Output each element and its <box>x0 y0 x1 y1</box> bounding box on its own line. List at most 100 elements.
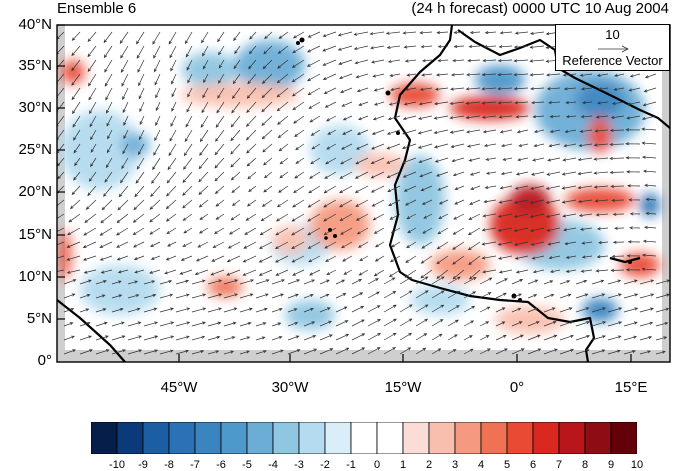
wind-arrow <box>383 347 397 355</box>
wind-arrow <box>543 334 558 341</box>
wind-arrow <box>437 185 449 191</box>
wind-arrow <box>287 279 301 285</box>
wind-arrow <box>575 321 590 327</box>
wind-arrow <box>642 101 657 107</box>
wind-arrow <box>325 157 337 165</box>
wind-arrow <box>119 31 129 44</box>
wind-arrow <box>596 255 609 259</box>
wind-arrow <box>73 129 81 141</box>
wind-arrow <box>341 241 353 249</box>
anomaly-positive <box>510 185 550 215</box>
colorbar-label: -7 <box>190 459 200 471</box>
wind-arrow <box>565 269 577 273</box>
wind-arrow <box>195 255 209 262</box>
wind-arrow <box>470 185 481 190</box>
wind-arrow <box>292 31 305 39</box>
wind-arrow <box>291 241 305 249</box>
wind-arrow <box>271 293 284 299</box>
wind-arrow <box>530 241 545 246</box>
wind-arrow <box>407 227 417 234</box>
wind-arrow <box>596 227 609 231</box>
wind-arrow <box>116 241 129 248</box>
wind-arrow <box>139 115 145 126</box>
wind-arrow <box>143 335 159 341</box>
wind-arrow <box>143 293 157 299</box>
wind-arrow <box>559 280 571 285</box>
wind-arrow <box>530 31 545 35</box>
colorbar-label: -8 <box>164 459 174 471</box>
wind-arrow <box>279 171 289 179</box>
map-title-right: (24 h forecast) 0000 UTC 10 Aug 2004 <box>411 0 669 17</box>
wind-arrow <box>454 199 465 205</box>
wind-arrow <box>417 143 433 149</box>
wind-arrow <box>434 87 449 91</box>
wind-arrow <box>263 157 273 166</box>
wind-arrow <box>99 255 113 261</box>
wind-arrow <box>514 199 529 204</box>
wind-arrow <box>415 290 429 299</box>
wind-arrow <box>182 241 193 247</box>
wind-arrow <box>95 349 110 355</box>
wind-arrow <box>452 269 465 280</box>
anomaly-positive <box>180 83 300 107</box>
wind-arrow <box>95 280 107 285</box>
wind-arrow <box>261 115 273 126</box>
wind-arrow <box>165 199 177 210</box>
wind-arrow <box>88 87 97 101</box>
wind-arrow <box>497 227 513 232</box>
wind-arrow <box>230 143 241 155</box>
wind-arrow <box>642 239 657 243</box>
wind-arrow <box>149 227 161 235</box>
wind-arrow <box>367 278 379 285</box>
wind-arrow <box>325 255 337 262</box>
wind-arrow <box>261 129 273 140</box>
wind-arrow <box>479 348 491 355</box>
wind-arrow <box>167 157 177 171</box>
wind-arrow <box>166 171 177 184</box>
wind-arrow <box>469 30 481 35</box>
wind-arrow <box>527 307 539 313</box>
wind-arrow <box>482 269 497 274</box>
wind-arrow <box>402 129 417 135</box>
wind-arrow <box>194 269 209 276</box>
wind-arrow <box>292 101 305 111</box>
wind-arrow <box>465 115 481 120</box>
colorbar-label: 0 <box>373 459 381 471</box>
wind-arrow <box>481 73 497 77</box>
wind-arrow <box>628 87 641 92</box>
wind-arrow <box>294 129 305 137</box>
wind-arrow <box>211 255 225 262</box>
wind-arrow <box>323 227 337 236</box>
wind-arrow <box>421 73 433 77</box>
colorbar-label: 4 <box>477 459 485 471</box>
wind-arrow <box>559 293 572 299</box>
wind-arrow <box>610 268 625 272</box>
wind-arrow <box>447 349 457 355</box>
wind-arrow <box>191 293 207 299</box>
x-tick-label: 45°W <box>160 379 198 396</box>
wind-arrow <box>248 185 257 193</box>
wind-arrow <box>351 333 366 341</box>
wind-arrow <box>580 269 593 273</box>
wind-arrow <box>88 73 97 87</box>
wind-arrow <box>641 253 657 257</box>
wind-arrow <box>87 45 97 58</box>
wind-arrow <box>84 213 97 223</box>
wind-arrow <box>230 213 241 221</box>
wind-arrow <box>418 101 433 106</box>
wind-arrow <box>391 241 401 248</box>
wind-arrow <box>465 101 481 105</box>
wind-arrow <box>421 241 433 249</box>
wind-arrow <box>623 350 636 355</box>
colorbar-swatch <box>506 422 534 454</box>
wind-arrow <box>255 293 269 299</box>
wind-arrow <box>423 213 433 219</box>
wind-arrow <box>499 185 513 190</box>
wind-arrow <box>90 157 97 168</box>
wind-arrow <box>497 101 513 105</box>
wind-arrow <box>117 269 129 274</box>
wind-arrow <box>562 73 577 77</box>
wind-arrow <box>399 290 413 299</box>
colorbar-label: -1 <box>346 459 356 471</box>
wind-arrow <box>153 143 161 156</box>
